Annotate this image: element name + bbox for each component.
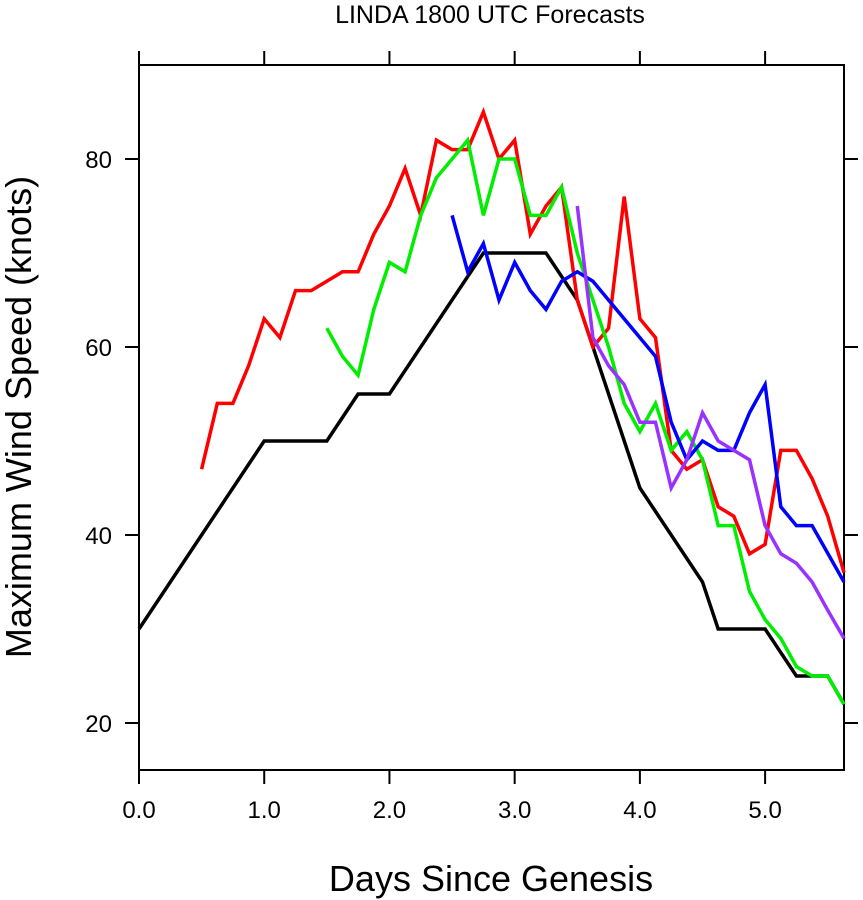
y-tick-label: 60 xyxy=(85,335,112,362)
x-tick-label: 1.0 xyxy=(248,797,281,824)
series-line-3 xyxy=(325,136,846,706)
x-axis-label: Days Since Genesis xyxy=(329,858,653,899)
series-line-1 xyxy=(137,251,846,706)
chart-title: LINDA 1800 UTC Forecasts xyxy=(335,1,645,29)
x-tick-label: 4.0 xyxy=(623,797,656,824)
series-line-2 xyxy=(199,107,846,574)
axis-ticks xyxy=(125,51,858,784)
series-line-4 xyxy=(450,214,846,583)
y-axis-label: Maximum Wind Speed (knots) xyxy=(0,176,39,658)
x-tick-label: 5.0 xyxy=(748,797,781,824)
series-line-5 xyxy=(575,205,846,640)
x-tick-label: 3.0 xyxy=(498,797,531,824)
x-tick-label: 2.0 xyxy=(373,797,406,824)
y-tick-label: 20 xyxy=(85,711,112,738)
y-tick-label: 80 xyxy=(85,147,112,174)
tick-labels: 0.0 1.0 2.0 3.0 4.0 5.0 20 40 60 80 xyxy=(85,147,782,824)
x-tick-label: 0.0 xyxy=(122,797,155,824)
series-layer xyxy=(137,107,846,706)
y-tick-label: 40 xyxy=(85,523,112,550)
plot-frame xyxy=(138,64,845,771)
